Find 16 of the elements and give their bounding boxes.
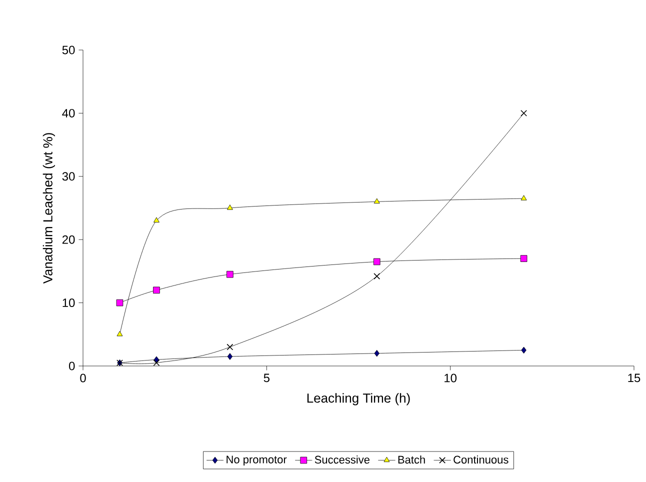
x-axis-title: Leaching Time (h)	[307, 393, 410, 406]
x-tick-label: 5	[264, 374, 270, 382]
legend-label: Batch	[398, 456, 425, 464]
y-axis-title: Vanadium Leached (wt %)	[42, 133, 55, 284]
x-tick-label: 15	[628, 374, 640, 382]
y-tick-label: 20	[62, 235, 75, 244]
y-tick-label: 40	[62, 108, 75, 118]
legend-label: No promotor	[226, 456, 287, 466]
y-tick-label: 0	[69, 362, 75, 370]
x-tick-label: 0	[80, 374, 86, 382]
x-tick-label: 10	[444, 374, 457, 382]
legend-label: Successive	[314, 456, 370, 464]
legend-label: Continuous	[454, 456, 508, 464]
y-tick-label: 50	[62, 46, 75, 54]
y-tick-label: 10	[62, 298, 75, 308]
y-tick-label: 30	[62, 172, 75, 181]
